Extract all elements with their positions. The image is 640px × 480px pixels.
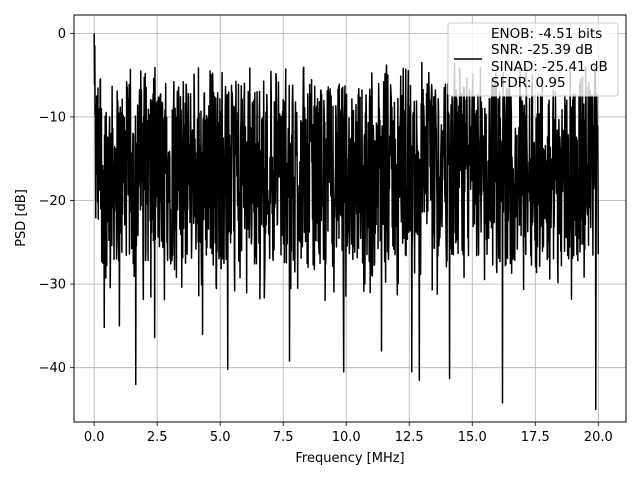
- x-tick-label: 10.0: [332, 430, 361, 445]
- legend-entry-sinad: SINAD: -25.41 dB: [491, 59, 608, 75]
- x-tick-label: 7.5: [273, 430, 294, 445]
- y-tick-label: 0: [58, 27, 66, 42]
- legend-entry-enob: ENOB: -4.51 bits: [491, 26, 602, 42]
- psd-series-line: [93, 33, 600, 411]
- x-axis-ticks: 0.0 2.5 5.0 7.5 10.0 12.5 15.0 17.5 20.0: [84, 422, 613, 445]
- y-tick-label: −20: [39, 194, 66, 209]
- legend-box: [447, 22, 619, 97]
- legend-entry-snr: SNR: -25.39 dB: [491, 42, 593, 58]
- x-axis-label: Frequency [MHz]: [295, 451, 404, 466]
- x-tick-label: 0.0: [84, 430, 105, 445]
- plot-frame: [73, 14, 627, 423]
- x-tick-label: 12.5: [395, 430, 424, 445]
- plot-area: [93, 33, 600, 411]
- y-tick-label: −40: [39, 361, 66, 376]
- legend-entry-sfdr: SFDR: 0.95: [491, 75, 566, 91]
- y-tick-label: −30: [39, 278, 66, 293]
- legend: ENOB: -4.51 bits SNR: -25.39 dB SINAD: -…: [447, 22, 619, 97]
- x-tick-label: 5.0: [210, 430, 231, 445]
- x-tick-label: 17.5: [521, 430, 550, 445]
- x-tick-label: 2.5: [147, 430, 168, 445]
- y-tick-label: −10: [39, 110, 66, 125]
- x-tick-label: 15.0: [458, 430, 487, 445]
- y-axis-ticks: 0 −10 −20 −30 −40: [39, 27, 74, 376]
- y-axis-label: PSD [dB]: [14, 189, 29, 247]
- x-tick-label: 20.0: [584, 430, 613, 445]
